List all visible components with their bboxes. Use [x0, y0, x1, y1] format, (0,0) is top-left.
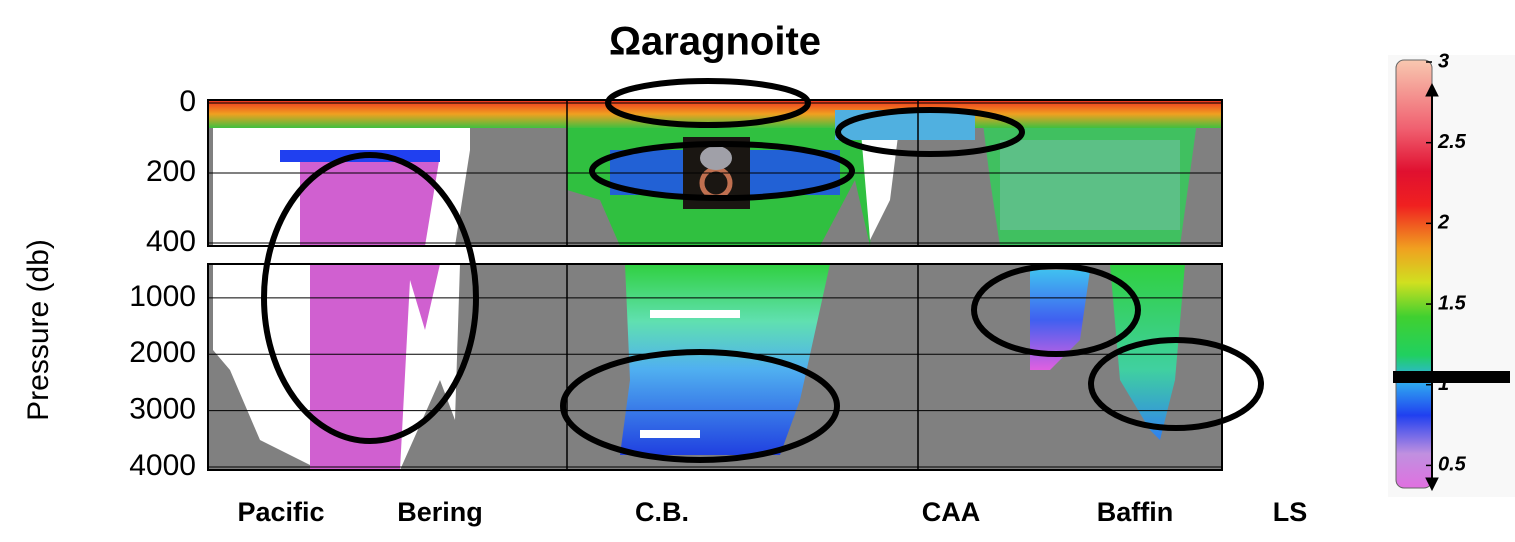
region-label: Baffin	[1097, 497, 1174, 527]
region-label: Pacific	[237, 497, 324, 527]
figure: Ωaragnoite Pressure (db)	[0, 0, 1515, 542]
colorbar-tick-label: 2	[1437, 212, 1449, 234]
colorbar-tick-label: 1.5	[1438, 292, 1467, 314]
y-tick-label: 200	[146, 155, 196, 188]
colorbar-tick-label: 3	[1438, 50, 1449, 72]
y-axis-label: Pressure (db)	[22, 239, 55, 421]
colorbar	[1396, 60, 1432, 488]
y-tick-label: 400	[146, 225, 196, 258]
y-tick-label: 0	[179, 85, 196, 118]
y-tick-label: 2000	[129, 336, 196, 369]
y-tick-label: 3000	[129, 393, 196, 426]
colorbar-tick-label: 2.5	[1437, 131, 1467, 153]
region-label: C.B.	[635, 497, 689, 527]
region-label: LS	[1273, 497, 1308, 527]
region-label: CAA	[922, 497, 981, 527]
region-label: Bering	[397, 497, 483, 527]
y-tick-label: 4000	[129, 449, 196, 482]
colorbar-tick-label: 0.5	[1438, 454, 1467, 476]
y-tick-label: 1000	[129, 280, 196, 313]
chart-title: Ωaragnoite	[609, 20, 821, 64]
colorbar-tick-label: 1	[1438, 373, 1449, 395]
